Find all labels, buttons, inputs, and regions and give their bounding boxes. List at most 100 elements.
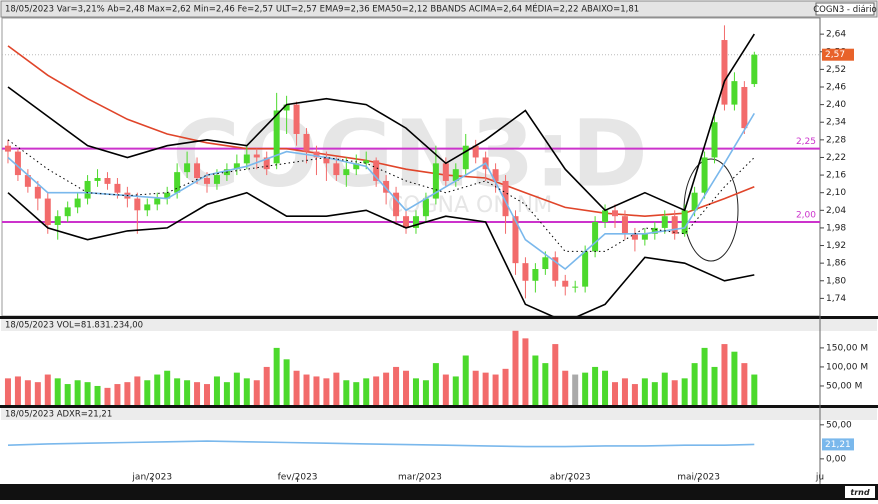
volume-bar [621,378,628,405]
separator [0,316,878,319]
candle-body [283,104,290,111]
candle-body [562,280,569,287]
candle-body [343,169,350,176]
candle-body [363,160,370,164]
candle-body [432,163,439,199]
volume-bar [273,347,280,405]
volume-bar [94,385,101,405]
volume-bar [293,370,300,405]
candle-body [602,210,609,223]
y-tick-label: 50,00 [826,420,852,430]
candle-body [721,40,728,105]
candle-body [64,207,71,217]
watermark: COGN3:D [172,100,647,207]
candle-body [522,263,529,281]
last-value-label: 2,57 [825,50,845,60]
header-bar [0,0,878,18]
volume-bar [592,366,599,405]
volume-bar [462,355,469,405]
adxr-header-bar [1,408,877,420]
volume-bar [194,382,201,405]
y-tick-label: 2,40 [826,100,846,110]
volume-bar [24,380,31,405]
volume-bar [552,344,559,405]
volume-bar [711,366,718,405]
candle-body [472,145,479,158]
footer-bar [0,484,878,500]
candle-body [323,157,330,164]
volume-bar [243,378,250,405]
y-tick-label: 2,22 [826,153,846,163]
volume-header-bar [1,319,877,331]
candle-body [393,192,400,217]
candle-body [34,186,41,199]
volume-bar [701,347,708,405]
y-tick-label: 1,98 [826,223,846,233]
volume-bar [323,378,330,405]
volume-bar [363,378,370,405]
volume-bar [631,384,638,405]
candle-body [114,183,121,193]
volume-bar [333,372,340,405]
volume-bar [432,363,439,405]
volume-bar [602,370,609,405]
indicator-line [7,440,755,448]
volume-bar [373,376,380,405]
volume-bar [572,374,579,405]
y-tick-label: 100,00 M [826,362,868,372]
volume-bar [691,363,698,405]
candle-body [134,198,141,211]
level-label: 2,25 [796,137,816,147]
y-tick-label: 0,00 [826,454,846,464]
x-tick-label: ju [815,473,824,483]
volume-bar [422,380,429,405]
candle-body [641,233,648,240]
candle-body [14,151,21,176]
volume-bar [641,378,648,405]
indicator-line [7,139,755,252]
candle-body [651,227,658,234]
indicator-line [7,112,755,271]
candle-body [313,151,320,158]
y-tick-label: 1,86 [826,259,846,269]
volume-bar [34,382,41,405]
volume-bar [562,370,569,405]
y-tick-label: 2,04 [826,206,846,216]
volume-bar [651,382,658,405]
y-tick-label: 1,74 [826,294,846,304]
panel-group [7,440,755,448]
y-tick-label: 2,64 [826,30,846,40]
candle-body [572,286,579,288]
candle-body [54,216,61,225]
volume-bar [522,338,529,405]
volume-bar [681,378,688,405]
volume-bar [502,368,509,405]
candle-body [612,210,619,217]
candle-body [751,54,758,85]
candle-body [263,157,270,170]
candle-body [303,133,310,152]
candle-body [731,81,738,105]
volume-bar [134,376,141,405]
candle-body [701,157,708,193]
y-tick-label: 2,34 [826,118,846,128]
candle-body [422,198,429,217]
candle-body [383,180,390,193]
volume-bar [253,380,260,405]
volume-bar [184,380,191,405]
volume-bar [452,376,459,405]
volume-bar [114,384,121,405]
candle-body [412,216,419,228]
candle-body [741,86,748,129]
volume-bar [353,382,360,405]
volume-bar [124,382,131,405]
last-value-tag [822,48,854,61]
panel-group [4,330,758,405]
symbol-title: COGN3 - diário [813,5,876,15]
candle-body [174,172,181,193]
y-tick-label: 150,00 M [826,343,868,353]
candle-body [542,257,549,270]
candle-body [691,192,698,211]
candle-body [243,154,250,164]
volume-bar [383,372,390,405]
